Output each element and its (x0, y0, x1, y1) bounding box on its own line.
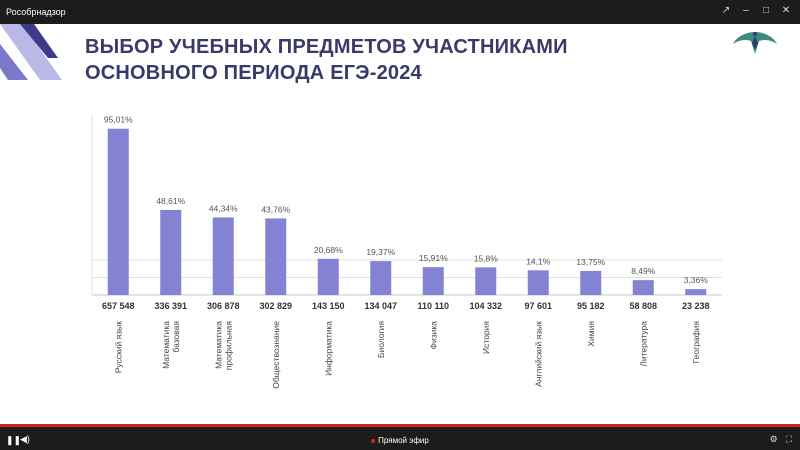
chart-category-label: Обществознание (271, 321, 281, 389)
chart-value-label: 44,34% (209, 203, 238, 213)
chart-count-label: 336 391 (154, 301, 187, 311)
chart-category-label: Математика базовая (161, 321, 181, 369)
presentation-slide: ВЫБОР УЧЕБНЫХ ПРЕДМЕТОВ УЧАСТНИКАМИ ОСНО… (0, 24, 800, 424)
chart-bar (685, 289, 707, 295)
slide-title-line-2: ОСНОВНОГО ПЕРИОДА ЕГЭ-2024 (85, 62, 422, 84)
chart-count-label: 143 150 (312, 301, 345, 311)
chart-count-label: 110 110 (417, 301, 449, 311)
chart-category-label: Литература (638, 321, 648, 367)
minimize-icon[interactable]: – (743, 5, 749, 16)
chart-value-label: 15,8% (474, 253, 499, 263)
chart-category-label-line: базовая (171, 321, 181, 353)
chart-bar (212, 217, 234, 295)
close-icon[interactable]: ✕ (781, 5, 791, 16)
chart-value-label: 14,1% (526, 256, 551, 266)
chart-category-label-line: Физика (428, 321, 438, 350)
live-indicator: Прямой эфир (0, 436, 800, 445)
chart-bar (580, 270, 602, 295)
chart-category-label-line: Обществознание (271, 321, 281, 389)
player-controls: ❚❚ ◀) Прямой эфир ⚙ ⛶ (0, 424, 800, 450)
chart-category-label: Русский язык (113, 321, 123, 374)
chart-category-label-line: Информатика (323, 321, 333, 376)
chart-category-label-line: География (691, 321, 701, 364)
window-controls: ↗ – □ ✕ (720, 5, 792, 17)
share-icon[interactable]: ↗ (721, 5, 731, 16)
chart-value-label: 13,75% (576, 257, 605, 267)
chart-count-label: 23 238 (682, 301, 710, 311)
maximize-icon[interactable]: □ (762, 5, 770, 16)
chart-bars (107, 128, 707, 295)
chart-count-label: 104 332 (469, 301, 502, 311)
chart-category-label-line: Химия (586, 321, 596, 347)
chart-category-label: Информатика (323, 321, 333, 376)
chart-value-label: 20,68% (314, 245, 343, 255)
chart-gridlines (91, 115, 722, 296)
chart-value-label: 43,76% (261, 204, 290, 214)
chart-category-labels: Русский язык Математика базовая Математика п… (113, 321, 701, 389)
chart-value-label: 95,01% (104, 115, 133, 125)
chart-category-label-line: Русский язык (113, 321, 123, 374)
chart-bar (160, 209, 182, 295)
slide-corner-decoration (0, 24, 62, 80)
progress-bar[interactable] (0, 424, 800, 427)
window-topbar: Рособрнадзор ↗ – □ ✕ (0, 0, 800, 24)
chart-category-label-line: профильная (223, 321, 233, 371)
chart-count-label: 58 808 (629, 301, 657, 311)
chart-value-label: 19,37% (366, 247, 395, 257)
chart-count-label: 97 601 (524, 301, 552, 311)
bar-chart: 95,01% 48,61% 44,34% 43,76% 20,68% 19,37% 15,9… (91, 115, 722, 389)
chart-count-label: 306 878 (207, 301, 240, 311)
chart-bar (317, 258, 339, 295)
chart-count-label: 302 829 (259, 301, 292, 311)
chart-category-label: Химия (586, 321, 596, 347)
chart-category-label: Английский язык (533, 321, 543, 387)
chart-bar (422, 267, 444, 295)
chart-bar (527, 270, 549, 295)
live-label: Прямой эфир (378, 436, 429, 445)
chart-bar (632, 280, 654, 295)
chart-bar (475, 267, 497, 295)
live-dot-icon (371, 438, 376, 443)
chart-value-label: 15,91% (419, 253, 448, 263)
chart-category-label: Физика (428, 321, 438, 350)
chart-category-label: Биология (376, 321, 386, 358)
chart-value-label: 8,49% (631, 266, 656, 276)
chart-bar (265, 218, 287, 295)
chart-category-label: Математика профильная (213, 321, 233, 371)
chart-count-labels: 657 548 336 391 306 878 302 829 143 150 134 0… (102, 301, 710, 311)
chart-category-label: История (481, 321, 491, 354)
player-right-controls: ⚙ ⛶ (770, 434, 792, 445)
chart-bar (370, 261, 392, 295)
chart-category-label-line: История (481, 321, 491, 354)
chart-category-label-line: Литература (638, 321, 648, 367)
chart-count-label: 657 548 (102, 301, 135, 311)
window-title: Рособрнадзор (6, 7, 66, 17)
chart-count-label: 134 047 (364, 301, 397, 311)
chart-category-label-line: Английский язык (533, 321, 543, 387)
chart-category-label-line: Биология (376, 321, 386, 358)
chart-value-label: 3,36% (684, 275, 709, 285)
chart-value-labels: 95,01% 48,61% 44,34% 43,76% 20,68% 19,37% 15,9… (104, 115, 708, 285)
fullscreen-icon[interactable]: ⛶ (785, 434, 792, 444)
settings-icon[interactable]: ⚙ (769, 434, 778, 444)
eagle-emblem-icon (733, 32, 777, 54)
chart-count-label: 95 182 (577, 301, 605, 311)
chart-category-label-line: Математика (161, 321, 171, 369)
chart-category-label: География (691, 321, 701, 364)
chart-category-label-line: Математика (213, 321, 223, 369)
chart-bar (107, 128, 129, 295)
slide-title: ВЫБОР УЧЕБНЫХ ПРЕДМЕТОВ УЧАСТНИКАМИ ОСНО… (85, 34, 568, 86)
pause-icon[interactable]: ❚❚ (6, 435, 22, 445)
rosobrnadzor-logo (725, 28, 785, 74)
chart-value-label: 48,61% (156, 196, 185, 206)
volume-icon[interactable]: ◀) (20, 434, 30, 444)
slide-title-line-1: ВЫБОР УЧЕБНЫХ ПРЕДМЕТОВ УЧАСТНИКАМИ (85, 36, 568, 58)
